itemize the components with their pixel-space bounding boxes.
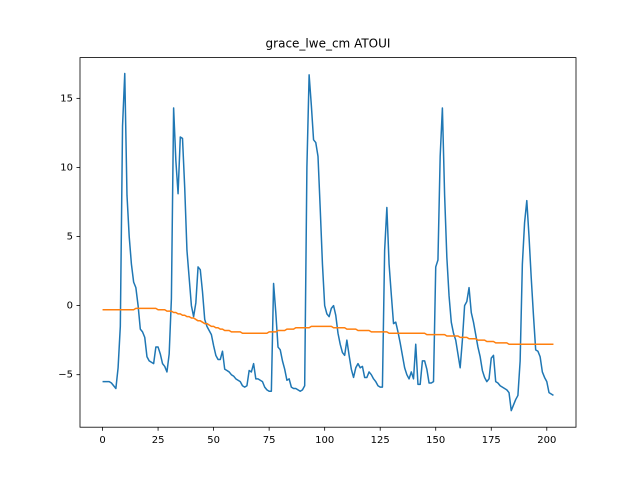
x-tick-label: 50 — [207, 435, 220, 446]
plot-frame — [79, 57, 577, 428]
x-tick-label: 25 — [152, 435, 165, 446]
series-line — [102, 307, 554, 346]
x-tick-label: 150 — [426, 435, 445, 446]
y-tick-label: 15 — [60, 93, 73, 104]
y-tick-label: 0 — [67, 301, 73, 312]
x-tick-label: 100 — [315, 435, 334, 446]
x-tick-label: 175 — [482, 435, 501, 446]
x-tick-label: 125 — [371, 435, 390, 446]
y-tick-label: −5 — [58, 370, 73, 381]
chart-title: grace_lwe_cm ATOUI — [266, 37, 391, 51]
series-line — [102, 72, 554, 412]
y-tick-label: 5 — [67, 232, 73, 243]
x-tick-label: 200 — [537, 435, 556, 446]
x-tick-label: 75 — [263, 435, 276, 446]
x-tick-label: 0 — [99, 435, 105, 446]
y-tick-label: 10 — [60, 162, 73, 173]
